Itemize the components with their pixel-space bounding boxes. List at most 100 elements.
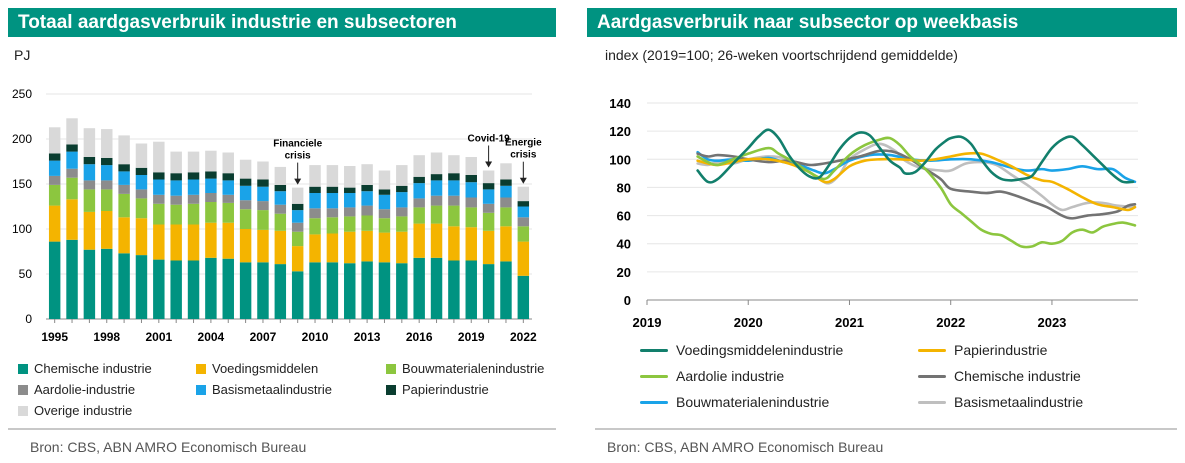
bar-segment-bouwmaterialenindustrie xyxy=(465,207,477,228)
bar-segment-basismetaalindustrie xyxy=(309,193,321,209)
legend-label: Aardolie-industrie xyxy=(34,382,136,397)
bar-segment-chemische-industrie xyxy=(482,264,495,319)
y-tick-label: 0 xyxy=(624,293,631,308)
x-tick-label: 2022 xyxy=(510,330,537,344)
bar-segment-voedingsmiddelen xyxy=(274,230,287,265)
legend-item-chemische-industrie: Chemische industrie xyxy=(18,361,152,376)
bar-segment-aardolie-industrie xyxy=(396,207,408,217)
bar-segment-voedingsmiddelen xyxy=(205,222,217,258)
bar-segment-basismetaalindustrie xyxy=(118,171,130,185)
bar-segment-voedingsmiddelen xyxy=(500,226,512,262)
series-line-basismetaalindustrie xyxy=(696,142,1137,212)
legend-label: Chemische industrie xyxy=(34,361,152,376)
bar-segment-voedingsmiddelen xyxy=(344,231,356,264)
bar-segment-aardolie-industrie xyxy=(309,208,321,219)
bar-segment-papierindustrie xyxy=(257,179,269,187)
bar-segment-voedingsmiddelen xyxy=(430,223,443,258)
bar-segment-basismetaalindustrie xyxy=(153,179,165,195)
left-chart-title: Totaal aardgasverbruik industrie en subs… xyxy=(8,8,556,37)
y-tick-label: 250 xyxy=(12,87,32,101)
bar-segment-chemische-industrie xyxy=(83,249,96,319)
bar-segment-aardolie-industrie xyxy=(48,175,61,185)
bar-segment-chemische-industrie xyxy=(239,262,252,319)
y-tick-label: 150 xyxy=(12,177,32,191)
bar-segment-overige-industrie xyxy=(66,118,78,145)
legend-label: Overige industrie xyxy=(34,403,133,418)
bar-segment-bouwmaterialenindustrie xyxy=(66,177,78,200)
bar-segment-bouwmaterialenindustrie xyxy=(170,204,182,225)
bar-segment-aardolie-industrie xyxy=(413,198,425,208)
y-tick-label: 120 xyxy=(609,124,631,139)
bar-segment-papierindustrie xyxy=(239,178,252,186)
bar-segment-overige-industrie xyxy=(239,159,252,179)
bar-segment-basismetaalindustrie xyxy=(430,180,443,196)
bar-segment-basismetaalindustrie xyxy=(48,160,61,176)
bar-segment-aardolie-industrie xyxy=(101,180,113,190)
legend-item-chemische-industrie: Chemische industrie xyxy=(918,368,1081,384)
bar-segment-voedingsmiddelen xyxy=(239,229,252,263)
bar-segment-bouwmaterialenindustrie xyxy=(101,189,113,211)
bar-segment-bouwmaterialenindustrie xyxy=(413,207,425,224)
bar-segment-overige-industrie xyxy=(378,170,391,190)
bar-segment-bouwmaterialenindustrie xyxy=(344,216,356,232)
bar-segment-bouwmaterialenindustrie xyxy=(222,202,234,223)
legend-item-aardolie-industrie: Aardolie-industrie xyxy=(18,382,135,397)
bar-segment-chemische-industrie xyxy=(448,260,460,319)
bar-segment-bouwmaterialenindustrie xyxy=(309,218,321,235)
x-tick-label: 2020 xyxy=(734,315,763,330)
bar-segment-bouwmaterialenindustrie xyxy=(135,198,148,219)
legend-line-swatch xyxy=(640,374,668,378)
bar-segment-papierindustrie xyxy=(291,203,304,211)
legend-label: Papierindustrie xyxy=(954,342,1048,358)
bar-segment-chemische-industrie xyxy=(101,248,113,319)
bar-segment-chemische-industrie xyxy=(396,263,408,319)
bar-segment-aardolie-industrie xyxy=(517,217,530,227)
bar-segment-bouwmaterialenindustrie xyxy=(274,213,287,231)
bar-segment-basismetaalindustrie xyxy=(482,189,495,204)
x-tick-label: 2013 xyxy=(354,330,381,344)
bar-segment-chemische-industrie xyxy=(344,263,356,319)
bar-segment-chemische-industrie xyxy=(257,262,269,319)
bar-segment-bouwmaterialenindustrie xyxy=(430,205,443,224)
bar-segment-overige-industrie xyxy=(396,165,408,186)
bar-segment-chemische-industrie xyxy=(170,260,182,319)
y-tick-label: 100 xyxy=(609,152,631,167)
bar-segment-overige-industrie xyxy=(205,150,217,172)
legend-swatch xyxy=(196,363,206,374)
bar-segment-papierindustrie xyxy=(187,172,200,180)
bar-segment-aardolie-industrie xyxy=(430,195,443,206)
bar-segment-aardolie-industrie xyxy=(291,222,304,232)
bar-segment-bouwmaterialenindustrie xyxy=(500,207,512,227)
bar-segment-bouwmaterialenindustrie xyxy=(291,231,304,247)
bar-segment-overige-industrie xyxy=(430,152,443,175)
bar-segment-voedingsmiddelen xyxy=(326,233,339,263)
bar-segment-voedingsmiddelen xyxy=(448,226,460,261)
y-tick-label: 100 xyxy=(12,222,32,236)
bar-segment-basismetaalindustrie xyxy=(205,178,217,193)
bar-segment-overige-industrie xyxy=(309,165,321,187)
bar-segment-aardolie-industrie xyxy=(344,207,356,217)
bar-segment-aardolie-industrie xyxy=(482,203,495,213)
bar-segment-papierindustrie xyxy=(482,183,495,190)
x-tick-label: 2021 xyxy=(835,315,864,330)
y-tick-label: 0 xyxy=(25,312,32,326)
legend-label: Bouwmaterialenindustrie xyxy=(676,394,830,410)
bar-segment-chemische-industrie xyxy=(48,241,61,319)
legend-swatch xyxy=(196,384,206,395)
bar-segment-aardolie-industrie xyxy=(274,204,287,214)
y-tick-label: 60 xyxy=(617,209,631,224)
bar-segment-aardolie-industrie xyxy=(187,194,200,204)
bar-segment-basismetaalindustrie xyxy=(448,180,460,196)
y-tick-label: 140 xyxy=(609,96,631,111)
bar-segment-voedingsmiddelen xyxy=(465,227,477,261)
bar-segment-overige-industrie xyxy=(326,165,339,187)
bar-segment-papierindustrie xyxy=(378,189,391,195)
bar-segment-chemische-industrie xyxy=(378,262,391,319)
x-tick-label: 2023 xyxy=(1037,315,1066,330)
bar-segment-overige-industrie xyxy=(413,155,425,177)
bar-segment-aardolie-industrie xyxy=(378,209,391,219)
annotation-arrowhead xyxy=(294,178,302,185)
left-y-unit: PJ xyxy=(14,47,31,63)
legend-item-papierindustrie: Papierindustrie xyxy=(918,342,1047,358)
bar-segment-aardolie-industrie xyxy=(205,193,217,202)
